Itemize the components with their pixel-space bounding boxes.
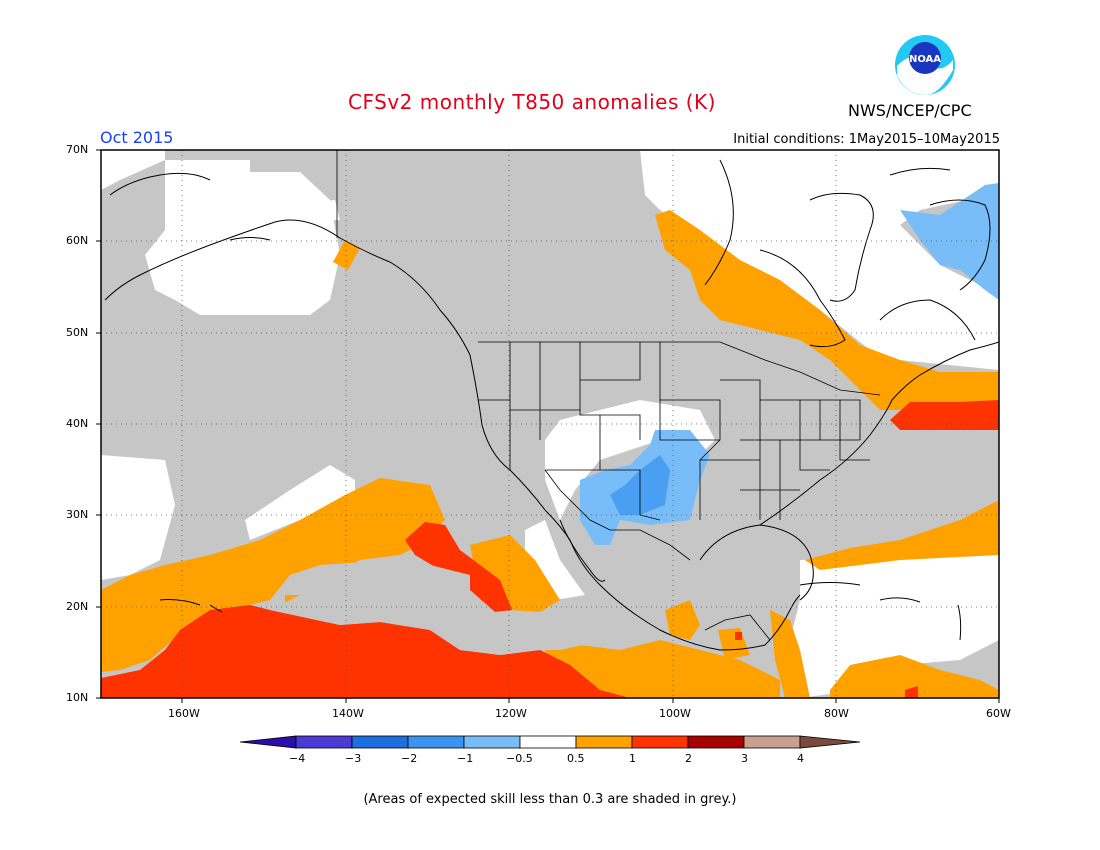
warm-anomaly-regions <box>101 210 999 698</box>
color-bar <box>239 735 861 749</box>
colorbar-label: 4 <box>797 752 804 765</box>
anomaly-field <box>101 150 999 698</box>
strong-warm-anomaly-regions <box>101 400 999 698</box>
colorbar-label: 2 <box>685 752 692 765</box>
colorbar-swatch <box>295 735 353 749</box>
initial-conditions: Initial conditions: 1May2015–10May2015 <box>733 132 1000 147</box>
map-title: CFSv2 monthly T850 anomalies (K) <box>348 90 716 114</box>
coastlines <box>104 159 999 651</box>
lon-label: 60W <box>986 707 1011 720</box>
lon-label: 160W <box>168 707 200 720</box>
low-skill-overlay <box>270 555 700 655</box>
political-borders <box>336 150 881 641</box>
lon-label: 120W <box>495 707 527 720</box>
colorbar-swatch <box>631 735 689 749</box>
colorbar-low-arrow <box>239 735 297 749</box>
lat-label: 50N <box>66 326 89 339</box>
lat-label: 20N <box>66 600 89 613</box>
lon-label: 80W <box>824 707 849 720</box>
colorbar-label: 0.5 <box>567 752 585 765</box>
colorbar-label: 3 <box>741 752 748 765</box>
colorbar-high-arrow <box>799 735 861 749</box>
colorbar-swatch <box>463 735 521 749</box>
colorbar-label: −1 <box>457 752 474 765</box>
lat-label: 10N <box>66 691 89 704</box>
colorbar-swatch <box>351 735 409 749</box>
agency-label: NWS/NCEP/CPC <box>848 101 972 120</box>
lon-label: 100W <box>659 707 691 720</box>
logo-text: NOAA <box>909 54 941 65</box>
lat-label: 30N <box>66 508 89 521</box>
lat-label: 70N <box>66 143 89 156</box>
forecast-month: Oct 2015 <box>100 128 174 147</box>
skill-footnote: (Areas of expected skill less than 0.3 a… <box>363 792 737 807</box>
noaa-logo-icon: NOAA <box>895 35 955 96</box>
colorbar-swatch <box>407 735 465 749</box>
colorbar-swatch <box>687 735 745 749</box>
colorbar-label: −4 <box>289 752 306 765</box>
colorbar-label: −2 <box>401 752 418 765</box>
lon-label: 140W <box>332 707 364 720</box>
lat-label: 60N <box>66 234 89 247</box>
colorbar-label: −3 <box>345 752 362 765</box>
axis-ticks <box>96 149 1000 703</box>
lat-label: 40N <box>66 417 89 430</box>
colorbar-swatch <box>575 735 633 749</box>
colorbar-label: −0.5 <box>506 752 533 765</box>
colorbar-swatch <box>743 735 801 749</box>
colorbar-label: 1 <box>629 752 636 765</box>
colorbar-swatch <box>519 735 577 749</box>
